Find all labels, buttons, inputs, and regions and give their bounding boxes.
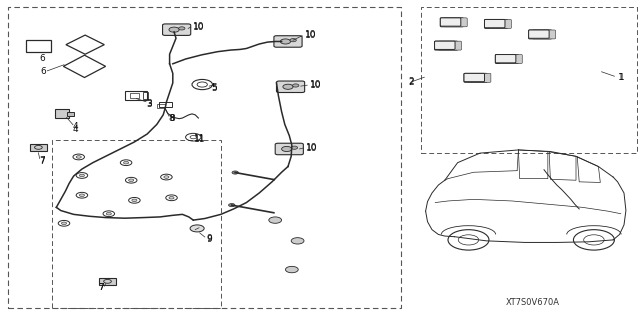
Circle shape: [282, 146, 292, 152]
Text: 10: 10: [305, 30, 316, 39]
Bar: [26, 40, 51, 52]
Circle shape: [232, 171, 238, 174]
Text: 3: 3: [146, 99, 152, 108]
Text: 7: 7: [40, 157, 45, 166]
FancyBboxPatch shape: [438, 41, 461, 50]
Text: 10: 10: [306, 144, 317, 153]
Circle shape: [76, 156, 81, 158]
Bar: [30, 144, 47, 151]
Circle shape: [283, 84, 293, 89]
Circle shape: [292, 84, 299, 87]
FancyBboxPatch shape: [468, 73, 491, 82]
FancyBboxPatch shape: [529, 30, 549, 38]
Bar: [421, 7, 637, 153]
Circle shape: [129, 179, 134, 182]
Text: 11: 11: [194, 134, 205, 143]
Circle shape: [291, 146, 298, 149]
Circle shape: [106, 212, 111, 215]
FancyBboxPatch shape: [440, 18, 461, 26]
Text: 8: 8: [168, 115, 174, 123]
Circle shape: [124, 161, 129, 164]
Text: 10: 10: [193, 22, 205, 31]
Text: 1: 1: [618, 73, 623, 82]
Text: 10: 10: [193, 23, 205, 32]
FancyBboxPatch shape: [275, 143, 303, 155]
Bar: [130, 93, 139, 98]
Bar: [143, 92, 148, 99]
Circle shape: [285, 266, 298, 273]
Text: 2: 2: [408, 78, 414, 87]
Text: 8: 8: [169, 114, 175, 122]
Circle shape: [280, 39, 291, 44]
Circle shape: [79, 174, 84, 177]
FancyBboxPatch shape: [464, 73, 484, 82]
Text: XT7S0V670A: XT7S0V670A: [506, 298, 559, 307]
Circle shape: [228, 204, 235, 207]
Text: 4: 4: [73, 122, 79, 131]
Text: 3: 3: [146, 100, 152, 109]
FancyBboxPatch shape: [464, 73, 487, 82]
Circle shape: [79, 194, 84, 197]
Text: 10: 10: [310, 81, 321, 90]
FancyBboxPatch shape: [484, 19, 505, 28]
FancyBboxPatch shape: [276, 81, 305, 93]
Text: 6: 6: [40, 54, 45, 63]
Text: 4: 4: [72, 125, 78, 134]
Text: 9: 9: [207, 235, 212, 244]
Bar: [159, 102, 172, 107]
FancyBboxPatch shape: [163, 24, 191, 35]
Circle shape: [269, 217, 282, 223]
Circle shape: [179, 27, 185, 30]
Circle shape: [132, 199, 137, 202]
Circle shape: [290, 39, 296, 42]
FancyBboxPatch shape: [488, 19, 511, 28]
Circle shape: [164, 176, 169, 178]
Text: 10: 10: [305, 31, 316, 40]
Text: 6: 6: [40, 67, 46, 76]
Text: 2: 2: [408, 77, 414, 86]
Text: 11: 11: [194, 135, 205, 144]
Text: 7: 7: [98, 283, 104, 292]
Circle shape: [169, 27, 179, 32]
Circle shape: [169, 197, 174, 199]
Bar: [8, 7, 401, 308]
Bar: [157, 104, 165, 108]
FancyBboxPatch shape: [532, 30, 556, 39]
FancyBboxPatch shape: [435, 41, 458, 50]
Text: 10: 10: [306, 143, 317, 152]
Text: 7: 7: [98, 283, 104, 292]
FancyBboxPatch shape: [440, 18, 463, 27]
FancyBboxPatch shape: [495, 55, 518, 63]
Bar: [67, 112, 74, 116]
Bar: [55, 109, 69, 118]
Circle shape: [190, 225, 204, 232]
FancyBboxPatch shape: [495, 55, 516, 63]
FancyBboxPatch shape: [444, 18, 467, 27]
Text: 1: 1: [619, 73, 625, 82]
FancyBboxPatch shape: [529, 30, 552, 39]
Text: 7: 7: [40, 156, 45, 165]
FancyBboxPatch shape: [499, 55, 522, 63]
FancyBboxPatch shape: [435, 41, 455, 49]
Circle shape: [61, 222, 67, 225]
Circle shape: [291, 238, 304, 244]
Text: 5: 5: [211, 83, 217, 92]
FancyBboxPatch shape: [484, 19, 508, 28]
Text: 10: 10: [310, 80, 321, 89]
Text: 9: 9: [207, 234, 212, 243]
Bar: [99, 278, 116, 285]
Bar: [125, 91, 147, 100]
FancyBboxPatch shape: [274, 36, 302, 47]
Text: 5: 5: [211, 84, 217, 93]
Bar: [52, 140, 221, 308]
